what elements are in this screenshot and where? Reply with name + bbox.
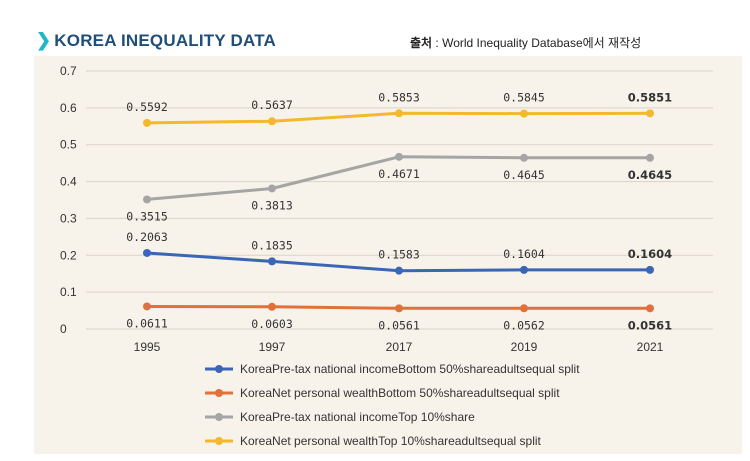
chevron-right-icon: ❯ (36, 30, 52, 50)
data-point (143, 248, 151, 257)
data-label: 0.4671 (378, 167, 420, 181)
x-tick-label: 1997 (259, 340, 286, 354)
x-tick-label: 2017 (386, 340, 413, 354)
data-point (268, 184, 276, 193)
data-label: 0.4645 (503, 168, 545, 182)
data-label: 0.4645 (628, 168, 672, 182)
data-label: 0.1583 (378, 248, 420, 262)
data-label: 0.2063 (126, 230, 168, 244)
y-tick-label: 0.6 (60, 101, 77, 115)
data-point (268, 302, 276, 311)
legend-label: KoreaNet personal wealthTop 10%shareadul… (240, 434, 542, 448)
data-label: 0.0562 (503, 318, 545, 332)
data-point (520, 153, 528, 162)
data-point (268, 257, 276, 266)
title-text: KOREA INEQUALITY DATA (54, 30, 277, 50)
y-tick-label: 0 (60, 322, 67, 336)
data-label: 0.3515 (126, 209, 168, 223)
data-label: 0.3813 (251, 198, 293, 212)
data-point (646, 304, 654, 313)
legend-label: KoreaNet personal wealthBottom 50%sharea… (240, 386, 560, 400)
y-tick-label: 0.3 (60, 211, 77, 225)
y-tick-label: 0.2 (60, 248, 77, 262)
data-point (520, 304, 528, 313)
data-label: 0.5637 (251, 98, 293, 112)
data-point (143, 118, 151, 127)
y-tick-label: 0.7 (60, 64, 77, 78)
y-tick-label: 0.1 (60, 285, 77, 299)
data-label: 0.1835 (251, 238, 293, 252)
data-point (395, 304, 403, 313)
data-label: 0.0603 (251, 317, 293, 331)
data-point (520, 265, 528, 274)
data-point (395, 152, 403, 161)
legend-marker (215, 437, 223, 445)
data-label: 0.0611 (126, 316, 168, 330)
source-prefix: 출처 (410, 36, 433, 50)
legend-marker (215, 413, 223, 421)
data-point (395, 109, 403, 118)
source-text: : World Inequality Database에서 재작성 (432, 36, 642, 50)
data-point (143, 302, 151, 311)
data-point (520, 109, 528, 118)
x-tick-label: 2021 (637, 340, 664, 354)
x-tick-label: 1995 (134, 340, 161, 354)
data-label: 0.1604 (503, 247, 545, 261)
data-label: 0.5845 (503, 91, 545, 105)
data-point (143, 195, 151, 204)
page-title: ❯ KOREA INEQUALITY DATA (36, 30, 276, 51)
x-tick-label: 2019 (511, 340, 538, 354)
data-label: 0.5851 (628, 90, 672, 104)
legend-label: KoreaPre-tax national incomeBottom 50%sh… (240, 362, 580, 376)
data-point (646, 265, 654, 274)
legend-label: KoreaPre-tax national incomeTop 10%share (240, 410, 475, 424)
data-label: 0.5853 (378, 90, 420, 104)
data-point (395, 266, 403, 275)
data-label: 0.0561 (628, 318, 672, 332)
data-label: 0.0561 (378, 318, 420, 332)
legend-marker (215, 365, 223, 373)
y-tick-label: 0.5 (60, 138, 77, 152)
source-note: 출처 : World Inequality Database에서 재작성 (410, 34, 641, 51)
data-point (646, 153, 654, 162)
header: ❯ KOREA INEQUALITY DATA 출처 : World Inequ… (0, 0, 750, 58)
data-label: 0.1604 (628, 247, 672, 261)
data-label: 0.5592 (126, 100, 168, 114)
data-point (646, 109, 654, 118)
y-tick-label: 0.4 (60, 175, 77, 189)
data-point (268, 117, 276, 126)
legend-marker (215, 389, 223, 397)
